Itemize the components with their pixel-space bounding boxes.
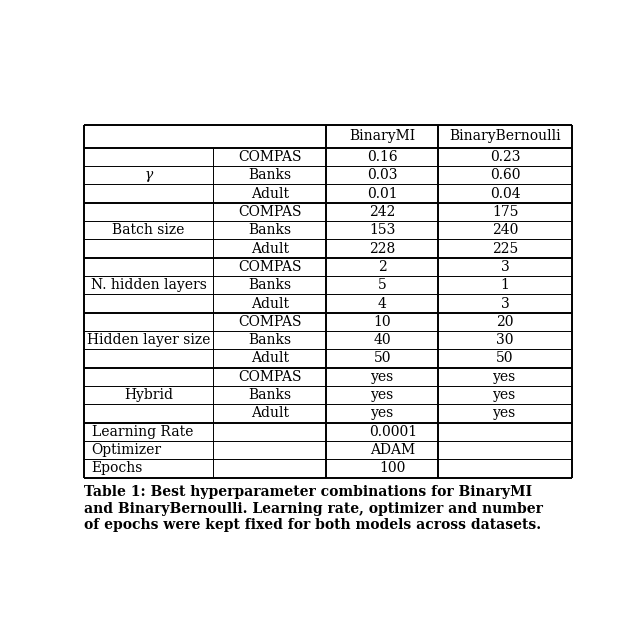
Text: yes: yes <box>371 370 394 384</box>
Text: 4: 4 <box>378 296 387 310</box>
Text: 0.04: 0.04 <box>490 187 520 200</box>
Text: 0.01: 0.01 <box>367 187 397 200</box>
Text: 40: 40 <box>373 333 391 347</box>
Text: Banks: Banks <box>248 388 291 402</box>
Text: Optimizer: Optimizer <box>92 443 162 457</box>
Text: 153: 153 <box>369 223 396 237</box>
Text: 228: 228 <box>369 242 396 256</box>
Text: yes: yes <box>493 406 516 421</box>
Text: 2: 2 <box>378 260 387 274</box>
Text: Adult: Adult <box>251 352 289 366</box>
Text: BinaryMI: BinaryMI <box>349 129 415 144</box>
Text: 50: 50 <box>497 352 514 366</box>
Text: 1: 1 <box>500 278 509 292</box>
Text: 0.60: 0.60 <box>490 168 520 182</box>
Text: 10: 10 <box>373 315 391 329</box>
Text: BinaryBernoulli: BinaryBernoulli <box>449 129 561 144</box>
Text: Adult: Adult <box>251 296 289 310</box>
Text: Batch size: Batch size <box>113 223 185 237</box>
Text: 20: 20 <box>497 315 514 329</box>
Text: Banks: Banks <box>248 333 291 347</box>
Text: Hybrid: Hybrid <box>124 388 173 402</box>
Text: Table 1: Best hyperparameter combinations for BinaryMI: Table 1: Best hyperparameter combination… <box>84 486 532 499</box>
Text: ADAM: ADAM <box>370 443 415 457</box>
Text: yes: yes <box>371 388 394 402</box>
Text: of epochs were kept fixed for both models across datasets.: of epochs were kept fixed for both model… <box>84 518 541 533</box>
Text: Adult: Adult <box>251 406 289 421</box>
Text: yes: yes <box>493 388 516 402</box>
Text: Adult: Adult <box>251 187 289 200</box>
Text: Adult: Adult <box>251 242 289 256</box>
Text: 0.16: 0.16 <box>367 150 397 164</box>
Text: 175: 175 <box>492 205 518 219</box>
Text: 3: 3 <box>500 296 509 310</box>
Text: 3: 3 <box>500 260 509 274</box>
Text: COMPAS: COMPAS <box>238 150 301 164</box>
Text: Banks: Banks <box>248 278 291 292</box>
Text: 5: 5 <box>378 278 387 292</box>
Text: and BinaryBernoulli. Learning rate, optimizer and number: and BinaryBernoulli. Learning rate, opti… <box>84 502 543 516</box>
Text: COMPAS: COMPAS <box>238 370 301 384</box>
Text: 0.03: 0.03 <box>367 168 397 182</box>
Text: COMPAS: COMPAS <box>238 260 301 274</box>
Text: 0.23: 0.23 <box>490 150 520 164</box>
Text: γ: γ <box>145 168 153 182</box>
Text: Banks: Banks <box>248 168 291 182</box>
Text: 240: 240 <box>492 223 518 237</box>
Text: Epochs: Epochs <box>92 462 143 475</box>
Text: Banks: Banks <box>248 223 291 237</box>
Text: N. hidden layers: N. hidden layers <box>91 278 207 292</box>
Text: 100: 100 <box>380 462 406 475</box>
Text: COMPAS: COMPAS <box>238 205 301 219</box>
Text: yes: yes <box>493 370 516 384</box>
Text: Learning Rate: Learning Rate <box>92 425 193 439</box>
Text: 225: 225 <box>492 242 518 256</box>
Text: yes: yes <box>371 406 394 421</box>
Text: 242: 242 <box>369 205 396 219</box>
Text: 30: 30 <box>497 333 514 347</box>
Text: 0.0001: 0.0001 <box>369 425 417 439</box>
Text: COMPAS: COMPAS <box>238 315 301 329</box>
Text: 50: 50 <box>374 352 391 366</box>
Text: Hidden layer size: Hidden layer size <box>87 333 211 347</box>
